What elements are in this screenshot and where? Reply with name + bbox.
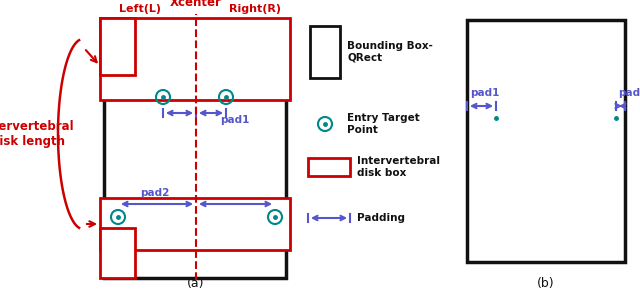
Text: pad1: pad1 — [470, 88, 499, 98]
Text: pad2: pad2 — [140, 188, 170, 198]
Text: pad2: pad2 — [618, 88, 640, 98]
Text: Xcenter: Xcenter — [170, 0, 222, 9]
Bar — [100, 18, 290, 100]
Text: Left(L): Left(L) — [119, 4, 161, 14]
Bar — [100, 198, 290, 250]
Text: (b): (b) — [537, 277, 555, 290]
Text: Padding: Padding — [357, 213, 405, 223]
Bar — [100, 18, 135, 75]
Bar — [104, 22, 286, 278]
Text: Intervertebral
disk box: Intervertebral disk box — [357, 156, 440, 178]
Bar — [308, 158, 350, 176]
Text: pad1: pad1 — [220, 115, 250, 125]
Bar — [100, 228, 135, 278]
Text: Entry Target
Point: Entry Target Point — [347, 113, 420, 135]
Text: (a): (a) — [188, 277, 205, 290]
Text: Right(R): Right(R) — [229, 4, 281, 14]
Bar — [310, 26, 340, 78]
Bar — [467, 20, 625, 262]
Text: Intervertebral
disk length: Intervertebral disk length — [0, 120, 75, 148]
Text: Bounding Box-
QRect: Bounding Box- QRect — [347, 41, 433, 63]
